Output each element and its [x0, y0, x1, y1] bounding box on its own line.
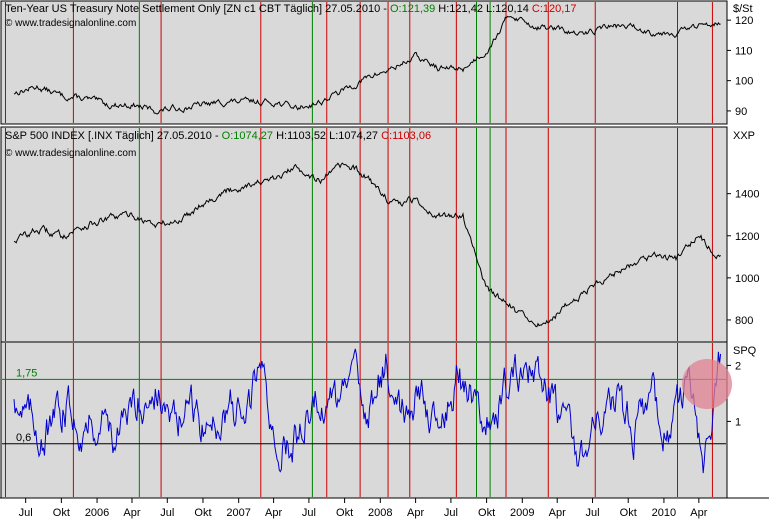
- x-tick-label-2: 2006: [85, 507, 109, 519]
- treasury-close: C:120,17: [529, 3, 577, 15]
- x-tick-label-3: Apr: [123, 507, 140, 519]
- sp500-line: [13, 162, 721, 328]
- x-axis: Jul Okt 2006 Apr Jul Okt 2007 Apr Jul Okt 2008 Apr J…: [19, 498, 708, 519]
- sp500-close: C:1103,06: [378, 130, 431, 142]
- sp500-source: © www.tradesignalonline.com: [5, 148, 136, 159]
- x-tick-label-17: Okt: [620, 507, 637, 519]
- x-tick-label-7: Apr: [265, 507, 282, 519]
- sp500-unit-label: XXP: [733, 130, 755, 142]
- x-tick-label-13: Okt: [478, 507, 495, 519]
- series-lines: [13, 15, 722, 474]
- sp500-low: L:1074,27: [326, 130, 378, 142]
- x-tick-label-16: Jul: [585, 507, 599, 519]
- sp500-panel: [0, 126, 728, 343]
- x-tick-label-15: Apr: [549, 507, 566, 519]
- spq-highlight-circle: [682, 359, 732, 409]
- sp500-ytick-label-0: 800: [735, 315, 753, 327]
- x-tick-label-5: Okt: [194, 507, 211, 519]
- treasury-open: O:121,39: [390, 3, 435, 15]
- sp500-title: S&P 500 INDEX [.INX Täglich] 27.05.2010 …: [5, 130, 222, 142]
- treasury-high: H:121,42: [435, 3, 483, 15]
- sp500-ytick-label-2: 1200: [735, 231, 759, 243]
- x-tick-label-8: Jul: [302, 507, 316, 519]
- ten-year-note-ytick-label-1: 100: [735, 76, 753, 88]
- ten-year-note-ytick-label-3: 120: [735, 15, 753, 27]
- spq-unit-label: SPQ: [733, 345, 757, 357]
- treasury-low: L:120,14: [483, 3, 529, 15]
- spq-line: [13, 348, 722, 474]
- x-tick-label-0: Jul: [19, 507, 33, 519]
- spq-level-label-0: 1,75: [16, 367, 37, 379]
- treasury-source: © www.tradesignalonline.com: [5, 18, 136, 29]
- x-tick-label-18: 2010: [652, 507, 676, 519]
- ten-year-note-ytick-label-0: 90: [735, 106, 747, 118]
- ten-year-note-line: [13, 15, 721, 115]
- sp500-high: H:1103,52: [273, 130, 326, 142]
- x-tick-label-11: Apr: [407, 507, 424, 519]
- treasury-unit-label: $/St: [733, 3, 753, 15]
- spq-level-label-1: 0,6: [16, 432, 31, 444]
- spq-levels: 1,75 0,6: [2, 367, 726, 445]
- x-tick-label-12: Jul: [444, 507, 458, 519]
- x-tick-label-9: Okt: [336, 507, 353, 519]
- y-axes: 90 100 110 120 800 1000 1200 1400 1 2: [727, 15, 759, 428]
- x-tick-label-14: 2009: [510, 507, 534, 519]
- treasury-title: Ten-Year US Treasury Note Settlement Onl…: [5, 3, 390, 15]
- sp500-header: S&P 500 INDEX [.INX Täglich] 27.05.2010 …: [5, 130, 431, 142]
- spq-ytick-label-0: 1: [735, 416, 741, 428]
- spq-ytick-label-1: 2: [735, 360, 741, 372]
- sp500-ytick-label-1: 1000: [735, 273, 759, 285]
- sp500-open: O:1074,27: [222, 130, 273, 142]
- treasury-header: Ten-Year US Treasury Note Settlement Onl…: [5, 3, 577, 15]
- x-tick-label-4: Jul: [160, 507, 174, 519]
- x-tick-label-1: Okt: [53, 507, 70, 519]
- sp500-ytick-label-3: 1400: [735, 189, 759, 201]
- treasury-panel: [0, 0, 728, 125]
- x-tick-label-6: 2007: [226, 507, 250, 519]
- x-tick-label-19: Apr: [690, 507, 707, 519]
- ten-year-note-ytick-label-2: 110: [735, 45, 753, 57]
- spq-panel: [0, 341, 728, 499]
- x-tick-label-10: 2008: [368, 507, 392, 519]
